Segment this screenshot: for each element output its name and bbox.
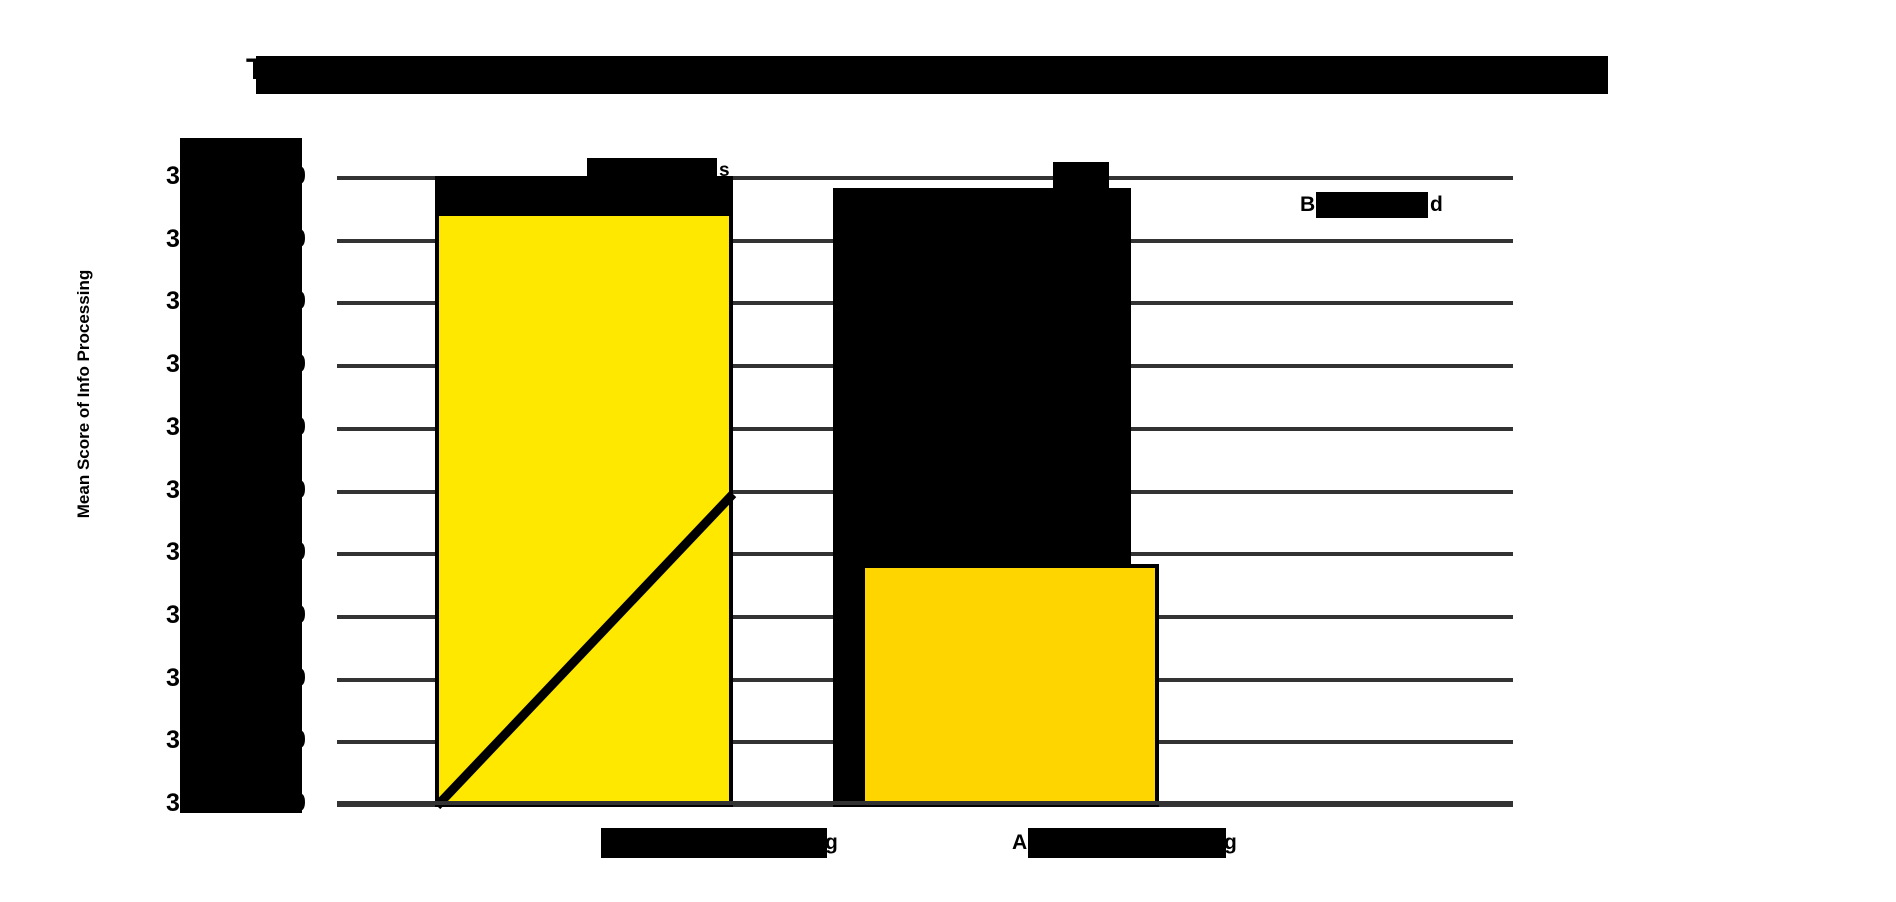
bar-group1-series1 (435, 212, 733, 807)
bar-label-group1-redaction (587, 158, 717, 184)
legend-entry-1-head: B (1300, 193, 1316, 216)
y-tick-visible-prefix: 3 (166, 225, 180, 253)
y-tick-visible-prefix: 3 (166, 538, 180, 566)
y-tick-visible-prefix: 3 (166, 162, 180, 190)
y-tick-visible-prefix: 3 (166, 664, 180, 692)
x-axis-label-group2-visible-tail: g (1224, 831, 1237, 854)
x-axis-label-group2-redaction (1028, 828, 1226, 858)
x-axis-label-group1[interactable]: g (601, 826, 839, 860)
x-axis-label-group1-visible-tail: g (825, 831, 838, 854)
legend-entry-1[interactable]: B d (1300, 190, 1452, 220)
chart-title-redaction-bar (256, 56, 1608, 94)
x-axis-label-group1-redaction (601, 828, 827, 858)
gridline (337, 176, 1513, 180)
y-axis-tick-labels-redaction (180, 138, 302, 813)
y-tick-visible-prefix: 3 (166, 287, 180, 315)
plot-area: s (337, 158, 1513, 810)
y-tick-visible-prefix: 3 (166, 476, 180, 504)
y-tick-visible-prefix: 3 (166, 789, 180, 817)
y-axis-title: Mean Score of Info Processing (74, 269, 93, 519)
chart-title: T (246, 48, 1626, 94)
bar-label-group1-visible-tail: s (719, 160, 730, 181)
bar-group2-series1 (861, 564, 1159, 807)
y-tick-visible-prefix: 3 (166, 413, 180, 441)
legend-entry-1-redaction (1316, 192, 1428, 218)
bar-label-group2-redaction (1053, 162, 1109, 188)
legend-entry-1-tail: d (1430, 193, 1443, 216)
y-tick-visible-prefix: 3 (166, 350, 180, 378)
y-tick-visible-prefix: 3 (166, 726, 180, 754)
x-axis-label-group2[interactable]: A g (1012, 826, 1244, 860)
y-tick-visible-prefix: 3 (166, 601, 180, 629)
chart-legend: B d (1300, 190, 1480, 230)
x-axis-line (337, 801, 1513, 805)
x-axis-label-group2-visible-head: A (1012, 831, 1028, 854)
